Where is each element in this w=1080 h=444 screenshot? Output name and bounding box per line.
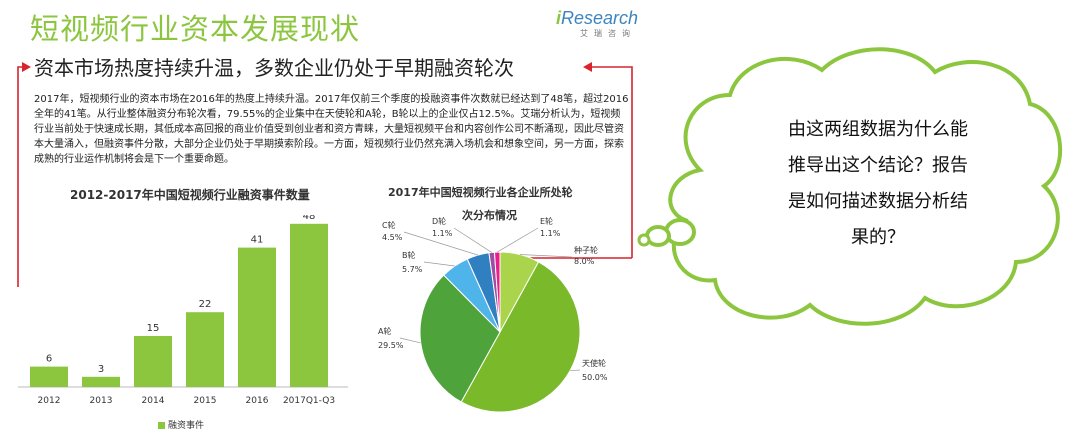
right-arrowhead (583, 62, 592, 72)
bubble-line-1: 由这两组数据为什么能 (788, 119, 968, 140)
left-arrowhead (22, 62, 31, 72)
pie-slice-value: 4.5% (382, 233, 403, 242)
bar-value-label: 3 (98, 364, 104, 375)
pie-slice-2 (419, 274, 501, 403)
bar-tick-label: 2014 (142, 396, 165, 406)
pie-slice-label: E轮 (540, 216, 553, 226)
logo-wordmark: iResearch (556, 8, 639, 29)
pie-slice-label: 种子轮 (574, 245, 598, 255)
bar-chart-title: 2012-2017年中国短视频行业融资事件数量 (70, 188, 310, 202)
pie-leader-line (423, 261, 455, 267)
thought-dot-medium (645, 225, 671, 247)
bar-2013 (82, 376, 120, 387)
summary-paragraph: 2017年，短视频行业的资本市场在2016年的热度上持续升温。2017年仅前三个… (34, 94, 629, 165)
bubble-question: 由这两组数据为什么能 推导出这个结论？报告 是如何描述数据分析结 果的？ (748, 112, 1008, 256)
pie-leader-line (497, 227, 539, 253)
bar-value-label: 6 (46, 354, 52, 365)
bar-tick-label: 2016 (246, 396, 269, 406)
pie-slice-label: C轮 (382, 220, 396, 230)
bubble-line-3: 是如何描述数据分析结 (788, 191, 968, 212)
bar-value-label: 22 (199, 299, 212, 310)
bar-value-label: 41 (251, 235, 264, 246)
thought-bubble (637, 47, 1063, 326)
bar-chart: 6 2012 3 2013 15 2014 22 2015 41 2016 48 2017Q1-Q3 (18, 215, 348, 406)
pie-slice-label: A轮 (378, 326, 391, 336)
pie-slice-label: B轮 (402, 250, 416, 260)
pie-slice-value: 5.7% (402, 265, 423, 274)
bar-tick-label: 2013 (90, 396, 113, 406)
pie-chart: 种子轮 8.0% 天使轮 50.0% A轮 29.5% B轮 5.7% C轮 4.5% D轮 1.1%… (378, 216, 608, 413)
bar-2017Q1-Q3 (290, 223, 328, 387)
pie-chart-title-line1: 2017年中国短视频行业各企业所处轮 (388, 186, 573, 199)
pie-leader-line (403, 231, 479, 256)
pie-chart-title-line2: 次分布情况 (462, 209, 517, 222)
pie-slice-value: 8.0% (574, 257, 595, 266)
bar-value-label: 15 (147, 323, 160, 334)
page-title: 短视频行业资本发展现状 (30, 12, 361, 46)
bar-tick-label: 2012 (38, 396, 61, 406)
bar-2012 (30, 366, 68, 387)
legend-label: 融资事件 (168, 421, 205, 431)
bar-tick-label: 2015 (194, 396, 217, 406)
pie-slice-value: 29.5% (378, 341, 404, 350)
iresearch-logo: iResearch 艾瑞咨询 (556, 8, 639, 39)
pie-slice-value: 1.1% (432, 229, 453, 238)
bar-2014 (134, 336, 172, 387)
pie-leader-line (519, 254, 573, 258)
bubble-line-2: 推导出这个结论？报告 (788, 155, 968, 176)
logo-prefix: i (556, 8, 562, 28)
bar-2016 (238, 247, 276, 387)
bubble-line-4: 果的？ (851, 227, 905, 248)
bar-tick-label: 2017Q1-Q3 (283, 396, 335, 406)
pie-slice-value: 1.1% (540, 229, 561, 238)
thought-cloud (668, 47, 1063, 326)
bar-value-label: 48 (303, 215, 316, 222)
logo-subtext: 艾瑞咨询 (580, 29, 636, 38)
logo-main-text: Research (561, 8, 639, 28)
bar-chart-legend: 融资事件 (158, 418, 204, 431)
pie-leader-line (399, 337, 421, 344)
legend-swatch (158, 422, 165, 429)
thought-dot-small (637, 233, 651, 247)
thought-dot-large (664, 218, 696, 246)
bar-2015 (186, 312, 224, 387)
page-subtitle: 资本市场热度持续升温，多数企业仍处于早期融资轮次 (34, 56, 514, 80)
pie-slice-label: 天使轮 (582, 358, 606, 368)
pie-leader-line (570, 369, 581, 372)
pie-slice-value: 50.0% (582, 373, 608, 382)
pie-leader-line (453, 227, 492, 253)
pie-slice-label: D轮 (432, 216, 446, 226)
